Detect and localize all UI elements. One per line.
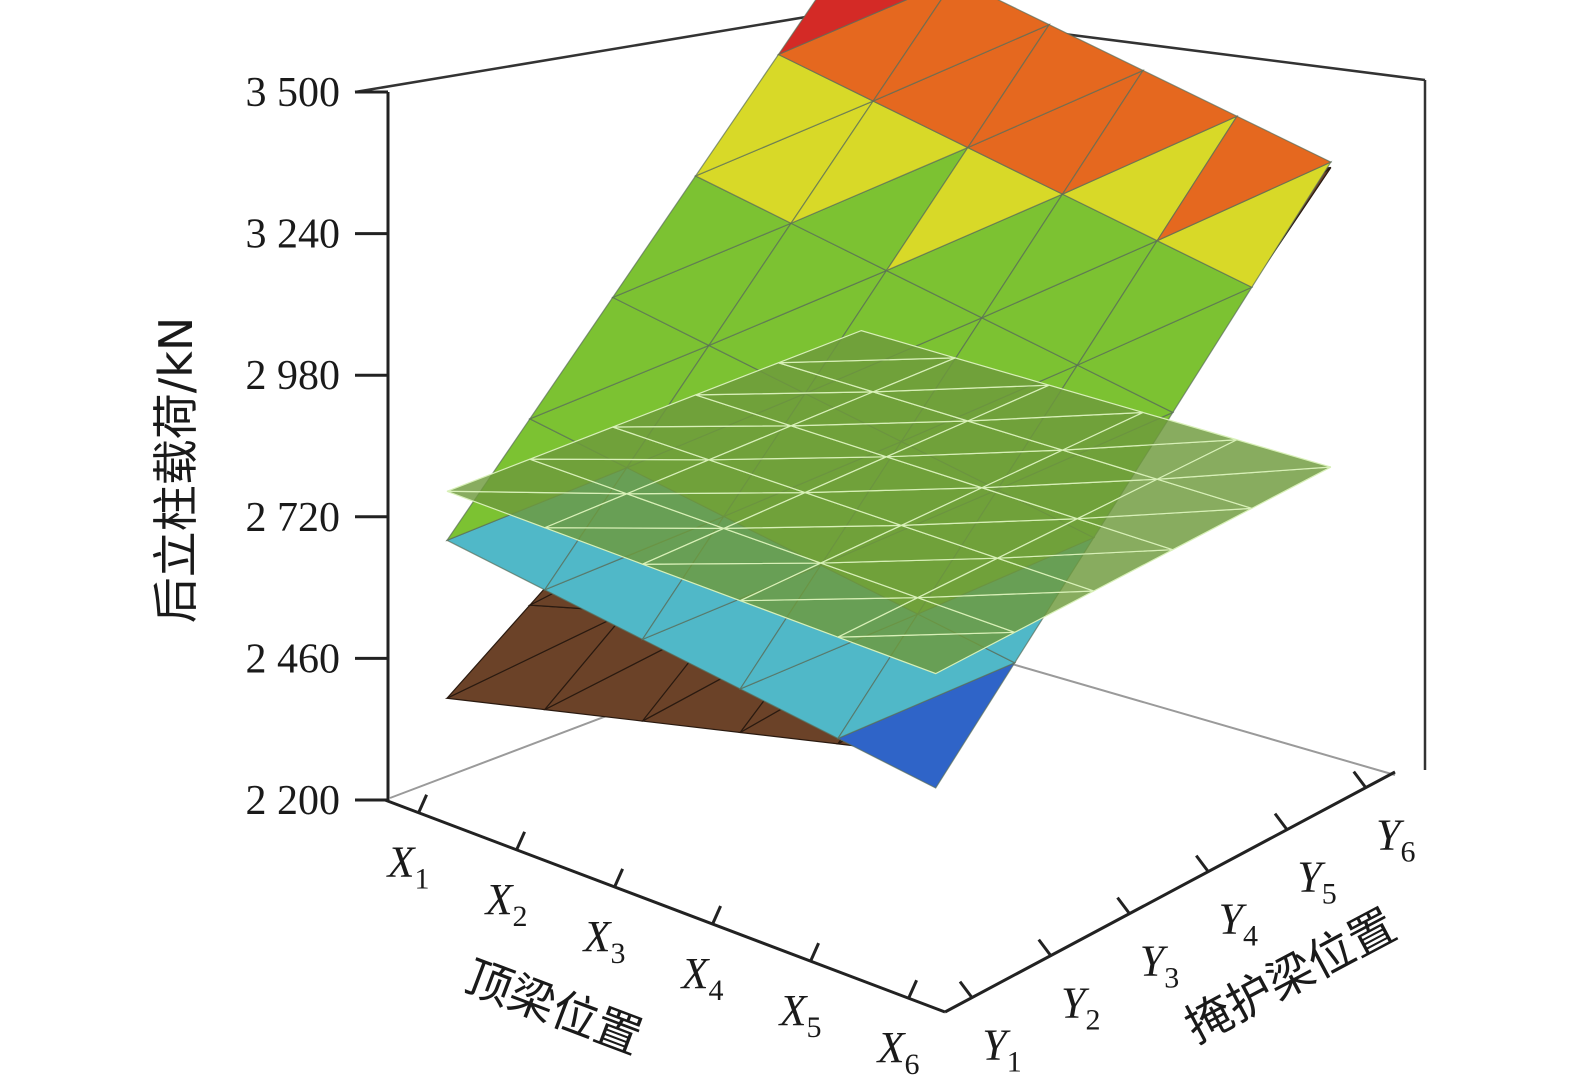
x-tick-label: X4 [680,949,724,1007]
x-tick-mark [809,942,820,962]
surfaces-layer [444,0,1333,789]
green-plane-facet [967,384,1144,422]
y-tick-label: Y3 [1140,937,1179,995]
x-tick-label: X3 [582,912,626,970]
z-tick-label: 2 460 [246,636,341,682]
z-tick-label: 2 200 [246,778,341,824]
x-tick-mark [613,868,624,888]
y-tick-mark [1273,812,1289,831]
x-tick-label: X1 [386,838,430,896]
y-tick-mark [958,980,974,999]
z-axis-title: 后立柱载荷/kN [149,317,203,624]
z-tick-label: 2 720 [246,495,341,541]
x-tick-mark [907,979,918,999]
z-tick-label: 3 500 [246,70,341,116]
y-tick-mark [1116,896,1131,915]
colored-surface-facet [1155,115,1333,243]
green-plane-facet [872,357,1050,393]
green-plane-facet [1156,439,1332,480]
x-tick-mark [711,905,722,925]
colored-surface-facet [776,0,908,56]
y-tick-label: Y6 [1376,811,1415,869]
y-tick-label: Y5 [1297,853,1336,911]
x-tick-mark [515,831,526,851]
y-tick-label: Y4 [1219,895,1258,953]
y-tick-mark [1037,938,1052,957]
x-tick-mark [417,794,428,814]
colored-surface-facet [1060,69,1239,196]
z-tick-label: 2 980 [246,353,341,399]
green-plane [446,329,1332,675]
x-tick-label: X5 [778,986,822,1044]
x-tick-label: X6 [876,1023,920,1081]
y-tick-label: Y2 [1061,979,1100,1037]
y-axis-title: 掩护梁位置 [1176,898,1404,1054]
z-tick-label: 3 240 [246,212,341,258]
x-axis-ticks: X1 X2 X3 X4 X5 X6 [386,794,920,1081]
y-tick-mark [1352,770,1367,789]
y-axis-ticks: Y1 Y2 Y3 Y4 Y5 Y6 [958,770,1415,1079]
y-axis-line [944,770,1396,1014]
z-axis-ticks: 3 500 3 240 2 980 2 720 2 460 2 200 [246,70,388,824]
x-axis-line [384,798,946,1014]
y-tick-mark [1195,854,1210,873]
colored-surface-facet [966,23,1145,149]
y-tick-label: Y1 [982,1021,1021,1079]
green-plane-facet [1062,411,1238,451]
colored-surface-facet [871,0,1051,103]
x-tick-label: X2 [484,875,528,933]
back-left-top-edge [354,6,861,94]
green-plane-facet [778,329,956,364]
